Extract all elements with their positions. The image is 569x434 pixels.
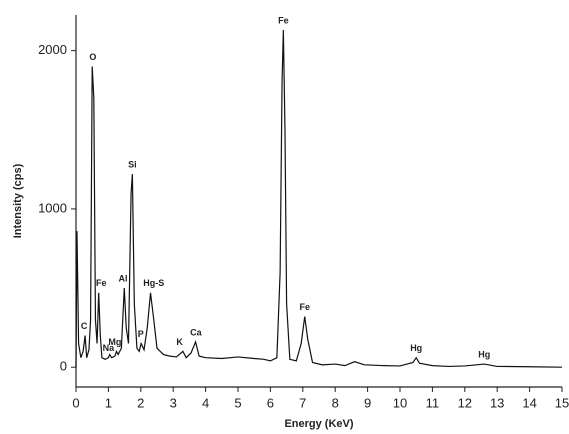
- x-axis-label: Energy (KeV): [284, 418, 353, 430]
- y-axis-label: Intensity (cps): [12, 163, 24, 238]
- x-tick-label: 4: [202, 395, 209, 410]
- spectrum-line: [75, 30, 563, 368]
- peak-label: P: [138, 329, 144, 339]
- peak-label: Hg: [478, 349, 490, 359]
- x-tick-label: 15: [555, 395, 569, 410]
- x-tick-label: 8: [332, 395, 339, 410]
- y-tick-label: 0: [60, 359, 67, 374]
- x-tick-label: 2: [137, 395, 144, 410]
- x-tick-label: 0: [72, 395, 79, 410]
- x-tick-label: 5: [234, 395, 241, 410]
- x-tick-label: 10: [393, 395, 407, 410]
- peak-label: Fe: [278, 15, 289, 25]
- y-tick-label: 2000: [38, 42, 67, 57]
- y-tick-label: 1000: [38, 200, 67, 215]
- x-tick-label: 14: [522, 395, 536, 410]
- x-tick-label: 13: [490, 395, 504, 410]
- peak-label: Fe: [96, 278, 107, 288]
- peak-label: Fe: [299, 302, 310, 312]
- peak-label: O: [89, 52, 96, 62]
- peak-label: Hg: [410, 343, 422, 353]
- peak-label: Ca: [190, 327, 202, 337]
- x-tick-label: 11: [426, 395, 440, 410]
- peak-label: Al: [118, 273, 127, 283]
- x-tick-label: 9: [364, 395, 371, 410]
- x-tick-label: 12: [458, 395, 472, 410]
- peak-label: Hg-S: [143, 278, 164, 288]
- peak-label: Na: [103, 343, 115, 353]
- peak-label: C: [81, 321, 88, 331]
- peak-label: Mg: [108, 337, 121, 347]
- peak-label: K: [176, 337, 183, 347]
- x-tick-label: 3: [170, 395, 177, 410]
- x-tick-label: 7: [299, 395, 306, 410]
- peak-label: Si: [128, 159, 137, 169]
- x-tick-label: 6: [267, 395, 274, 410]
- x-tick-label: 1: [105, 395, 112, 410]
